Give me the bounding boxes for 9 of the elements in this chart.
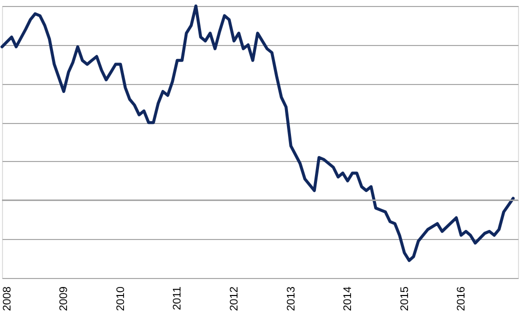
x-tick-label: 2015	[398, 286, 411, 311]
x-tick-label: 2008	[1, 286, 14, 311]
x-tick-label: 2011	[172, 286, 184, 310]
x-tick-label: 2012	[228, 286, 240, 311]
x-tick-label: 2013	[285, 286, 298, 311]
x-tick-label: 2009	[58, 286, 70, 311]
x-tick-label: 2014	[342, 286, 354, 311]
x-tick-label: 2016	[456, 286, 468, 311]
x-tick-label: 2010	[114, 286, 127, 311]
